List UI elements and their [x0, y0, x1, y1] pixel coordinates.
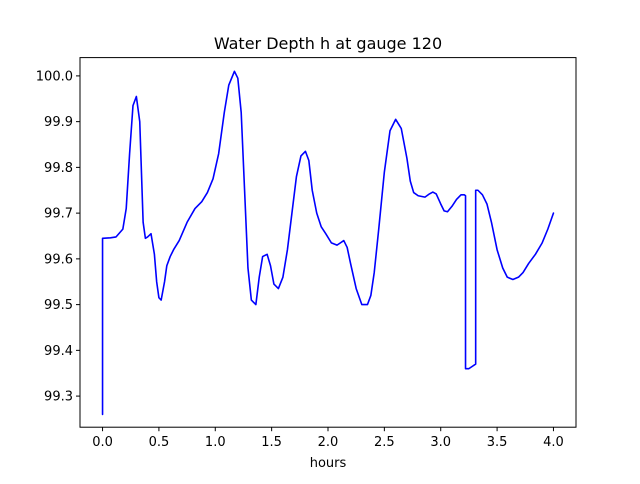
x-tick-label: 2.0 [318, 435, 339, 450]
x-tick-label: 0.0 [92, 435, 113, 450]
y-tick-label: 99.4 [44, 344, 73, 359]
y-tick-label: 99.8 [44, 161, 73, 176]
y-tick-label: 99.5 [44, 298, 73, 313]
y-axis: 99.3 99.4 99.5 99.6 99.7 99.8 99.9 100.0 [36, 69, 80, 405]
x-tick-label: 1.5 [261, 435, 282, 450]
x-tick-label: 2.5 [374, 435, 395, 450]
x-tick-label: 3.0 [430, 435, 451, 450]
x-tick-label: 3.5 [487, 435, 508, 450]
x-tick-label: 4.0 [543, 435, 564, 450]
y-tick-label: 99.9 [44, 115, 73, 130]
series-layer [101, 70, 555, 416]
y-tick-label: 100.0 [36, 69, 73, 84]
x-axis-label: hours [310, 456, 347, 471]
x-axis: 0.0 0.5 1.0 1.5 2.0 2.5 3.0 3.5 4.0 [92, 427, 564, 450]
y-tick-label: 99.7 [44, 207, 73, 222]
chart-title: Water Depth h at gauge 120 [214, 34, 442, 53]
x-tick-label: 1.0 [205, 435, 226, 450]
x-tick-label: 0.5 [149, 435, 170, 450]
y-tick-label: 99.3 [44, 390, 73, 405]
series-line-0 [101, 70, 555, 416]
y-tick-label: 99.6 [44, 252, 73, 267]
